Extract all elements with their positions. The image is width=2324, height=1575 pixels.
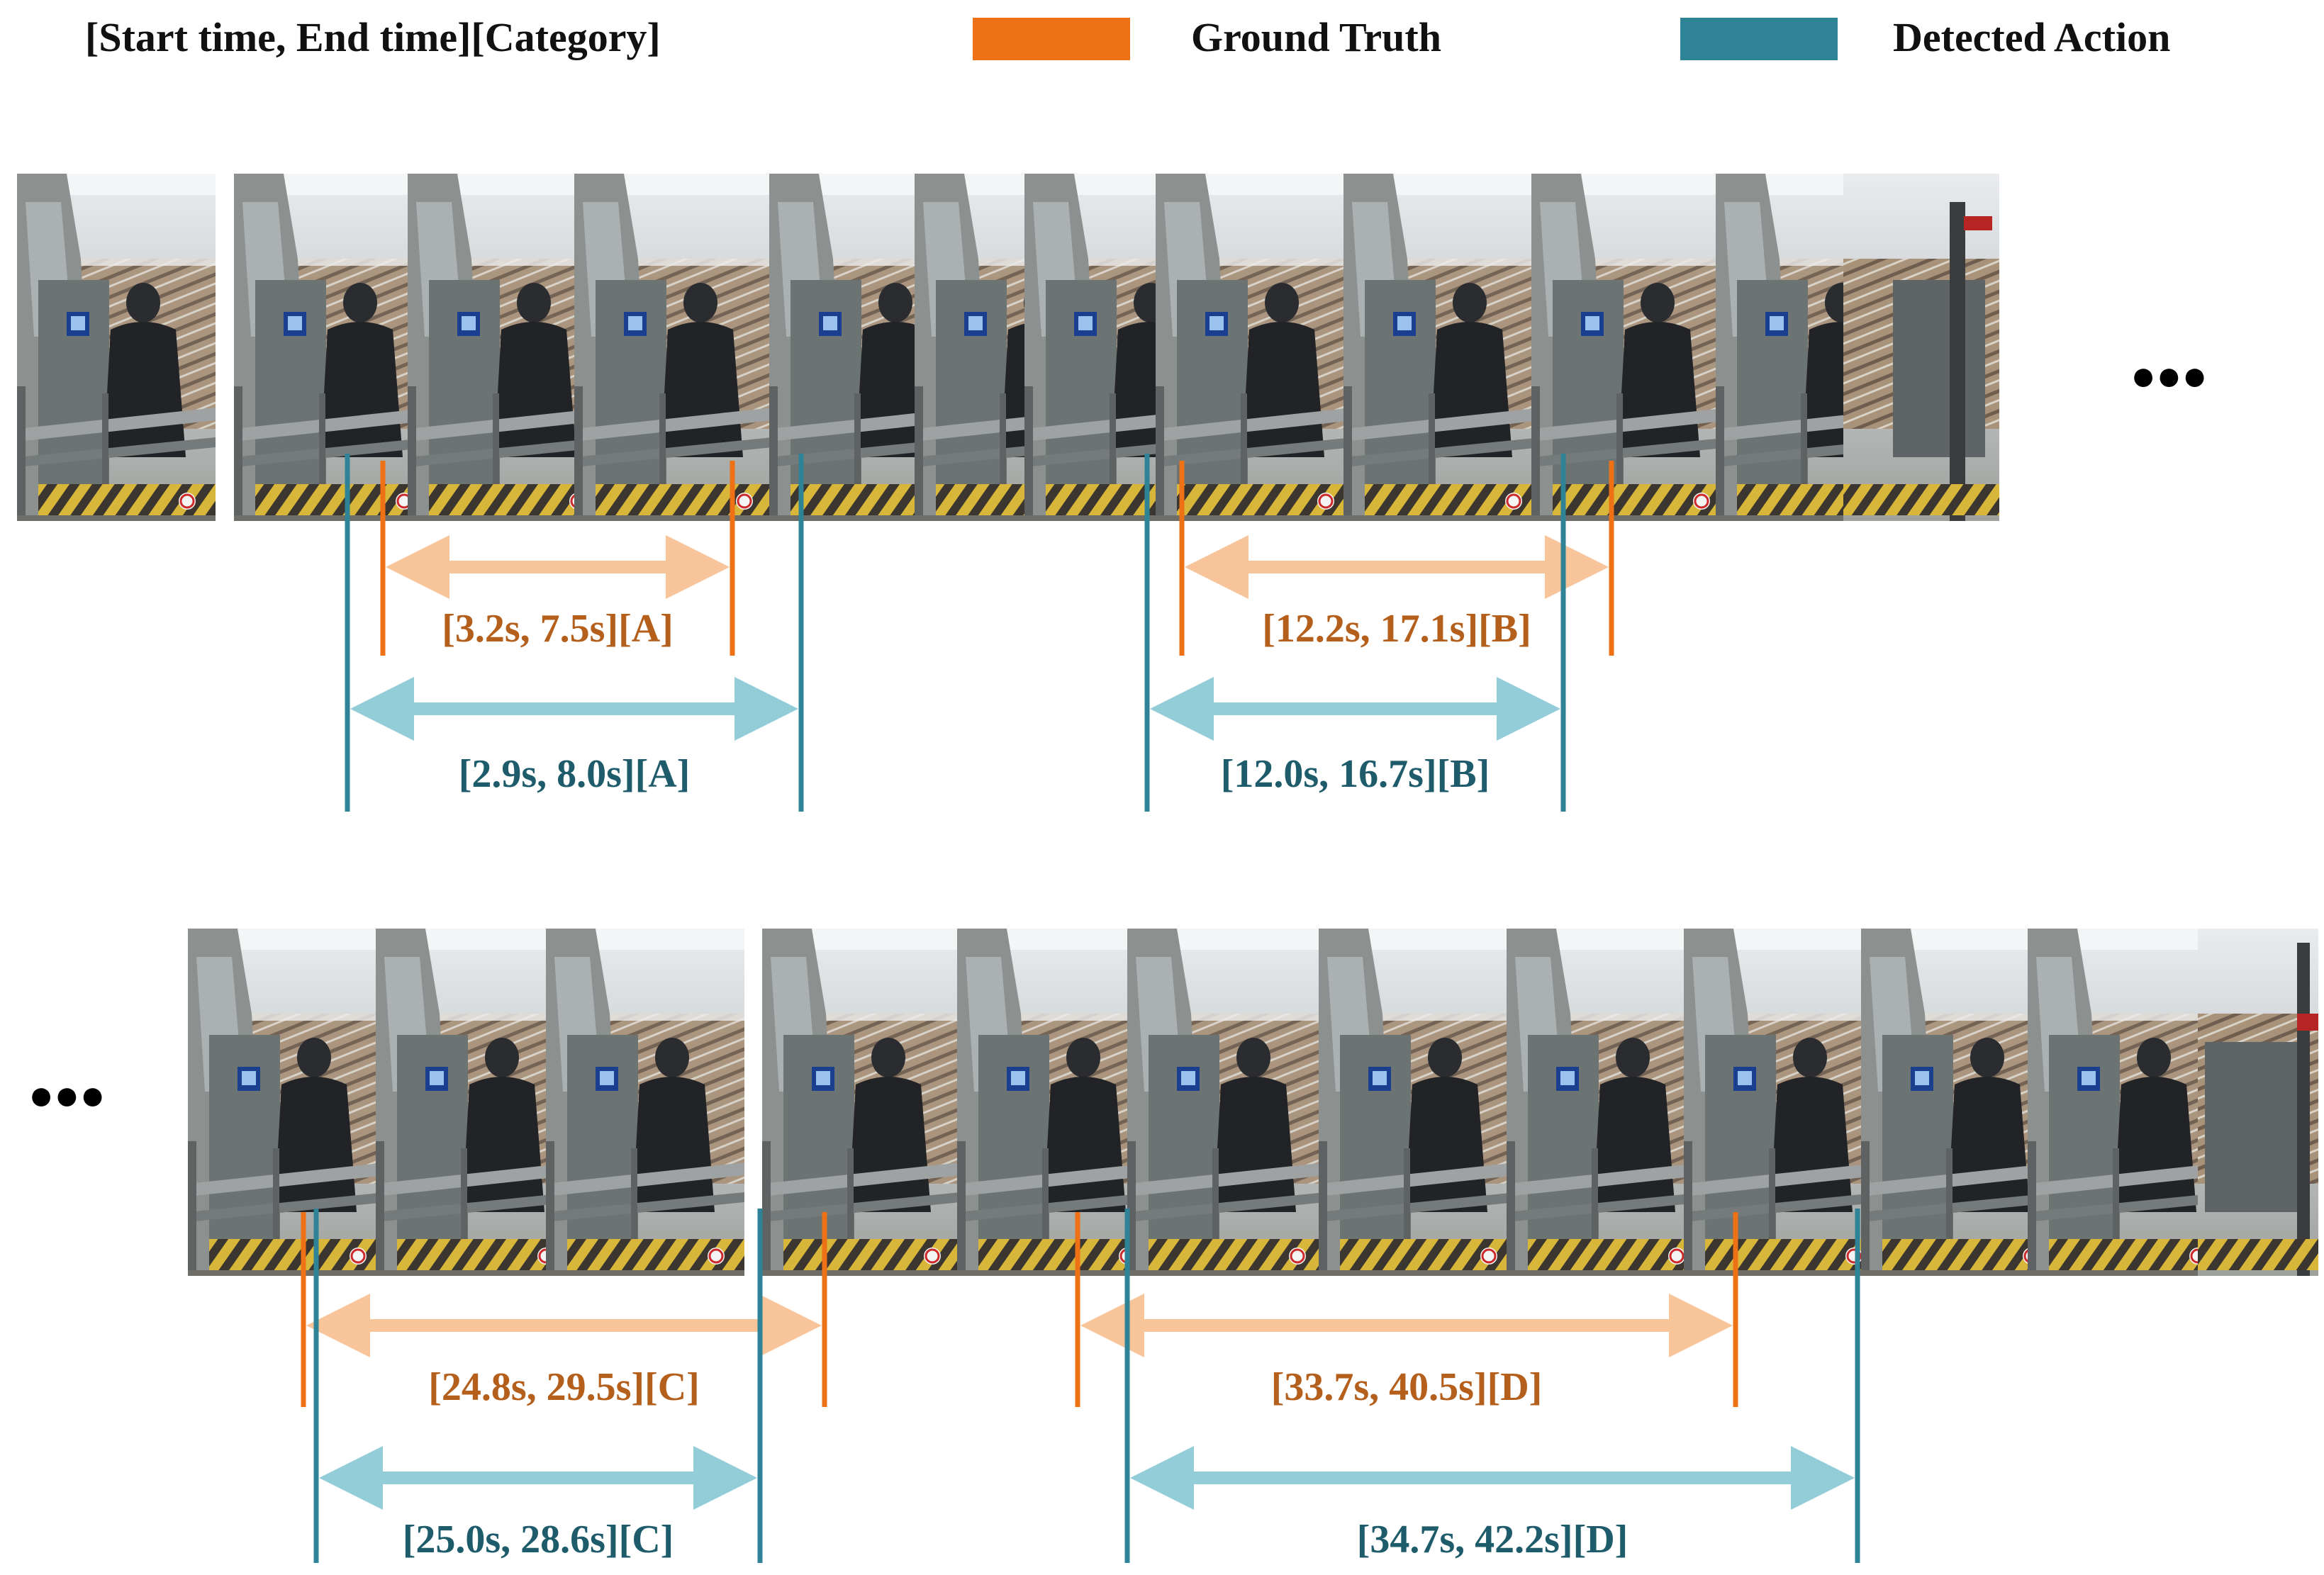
segments-layer: [3.2s, 7.5s][A] [2.9s, 8.0s][A] [12.2s, 17…: [301, 454, 1860, 1563]
det-d-interval-label: [34.7s, 42.2s][D]: [1357, 1518, 1629, 1562]
legend-detected-action-label: Detected Action: [1893, 14, 2170, 60]
det-a-interval-label: [2.9s, 8.0s][A]: [459, 752, 691, 796]
continuation-dots-left: ●●●: [28, 1072, 106, 1119]
video-frames-row-2: [186, 927, 2318, 1277]
gt-a-interval-label: [3.2s, 7.5s][A]: [442, 607, 674, 651]
video-frames-row-1: [16, 172, 1999, 522]
legend-ground-truth-label: Ground Truth: [1191, 14, 1441, 60]
legend-ground-truth-swatch: [973, 18, 1130, 60]
det-c-interval-label: [25.0s, 28.6s][C]: [403, 1518, 674, 1562]
gt-b-interval-label: [12.2s, 17.1s][B]: [1262, 607, 1531, 651]
gt-d-interval-label: [33.7s, 40.5s][D]: [1271, 1365, 1543, 1409]
det-b-interval-label: [12.0s, 16.7s][B]: [1221, 752, 1490, 796]
continuation-dots-right: ●●●: [2130, 352, 2208, 399]
gt-c-interval-label: [24.8s, 29.5s][C]: [428, 1365, 700, 1409]
legend-detected-action-swatch: [1680, 18, 1838, 60]
format-label: [Start time, End time][Category]: [85, 14, 661, 60]
